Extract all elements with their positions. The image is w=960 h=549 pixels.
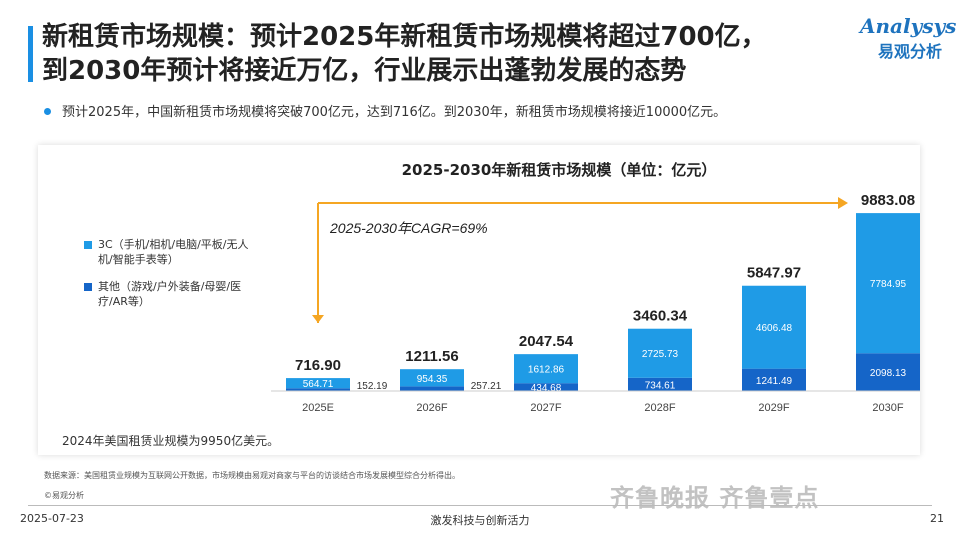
value-label-other-2027F: 434.68: [531, 383, 562, 394]
subtitle-text: 预计2025年，中国新租赁市场规模将突破700亿元，达到716亿。到2030年，…: [62, 105, 727, 120]
total-label-2029F: 5847.97: [747, 265, 801, 282]
x-tick-label-2029F: 2029F: [758, 402, 789, 414]
total-label-2026F: 1211.56: [405, 348, 458, 365]
bar-other-2030F: [856, 353, 920, 391]
logo-cn: 易观分析: [878, 42, 943, 61]
bar-other-2026F: [400, 386, 464, 391]
cagr-arrow-head-down: [312, 315, 324, 323]
value-label-3c-2025E: 564.71: [303, 379, 334, 390]
bar-other-2027F: [514, 383, 578, 391]
chart-svg: 716.90 564.71 152.19 2025E 1211.56 954.35 257.…: [271, 192, 920, 414]
footer-slogan: 激发科技与创新活力: [430, 514, 530, 527]
legend-label-other: 其他（游戏/户外装备/母婴/医疗/AR等）: [98, 280, 242, 308]
chart-panel: 716.90 564.71 152.19 2025E 1211.56 954.35 257.…: [38, 145, 920, 455]
bar-3c-2027F: [514, 354, 578, 384]
bar-other-2029F: [742, 368, 806, 391]
legend-label-3c: 3C（手机/相机/电脑/平板/无人机/智能手表等）: [98, 238, 249, 266]
value-label-3c-2028F: 2725.73: [642, 349, 679, 360]
footer-date: 2025-07-23: [20, 512, 84, 525]
footer-divider: [28, 505, 932, 506]
x-tick-label-2026F: 2026F: [416, 402, 447, 414]
chart-title: 2025-2030年新租赁市场规模（单位：亿元）: [401, 161, 717, 179]
legend-swatch-other: [84, 283, 92, 291]
page-title-line1: 新租赁市场规模：预计2025年新租赁市场规模将超过700亿，: [42, 22, 767, 52]
bar-3c-2028F: [628, 328, 692, 378]
legend-item-other: 其他（游戏/户外装备/母婴/医疗/AR等）: [84, 279, 254, 309]
bar-3c-2025E: [286, 378, 350, 389]
legend-swatch-3c: [84, 241, 92, 249]
value-label-3c-2029F: 4606.48: [756, 323, 793, 334]
bar-other-2025E: [286, 388, 350, 391]
value-label-3c-2030F: 7784.95: [870, 279, 907, 290]
page-title-line2: 到2030年预计将接近万亿，行业展示出蓬勃发展的态势: [42, 56, 687, 86]
total-label-2027F: 2047.54: [519, 333, 574, 350]
x-tick-label-2027F: 2027F: [530, 402, 561, 414]
cagr-arrow-head-right: [838, 197, 848, 209]
x-tick-label-2025E: 2025E: [302, 402, 334, 414]
source-logo: ©易观分析: [44, 491, 84, 500]
chart-footnote: 2024年美国租赁业规模为9950亿美元。: [62, 434, 280, 448]
value-label-3c-2027F: 1612.86: [528, 365, 565, 376]
data-source: 数据来源：美国租赁业规模为互联网公开数据，市场规模由易观对商家与平台的访谈结合市…: [44, 471, 460, 480]
value-label-other-2026F: 257.21: [471, 381, 502, 392]
total-label-2030F: 9883.08: [861, 192, 915, 209]
page-number: 21: [930, 512, 944, 525]
legend-item-3c: 3C（手机/相机/电脑/平板/无人机/智能手表等）: [84, 237, 254, 267]
chart-legend: 3C（手机/相机/电脑/平板/无人机/智能手表等） 其他（游戏/户外装备/母婴/…: [84, 237, 254, 321]
title-accent-bar: [28, 26, 33, 82]
total-label-2025E: 716.90: [295, 357, 341, 374]
value-label-other-2029F: 1241.49: [756, 376, 793, 387]
total-label-2028F: 3460.34: [633, 308, 688, 325]
x-tick-label-2030F: 2030F: [872, 402, 903, 414]
analysys-logo: Analysys 易观分析: [852, 14, 956, 64]
value-label-other-2030F: 2098.13: [870, 368, 907, 379]
x-tick-label-2028F: 2028F: [644, 402, 675, 414]
value-label-other-2028F: 734.61: [645, 380, 676, 391]
bar-3c-2030F: [856, 213, 920, 354]
bar-3c-2029F: [742, 285, 806, 369]
watermark: 齐鲁晚报 齐鲁壹点: [610, 483, 820, 512]
bar-other-2028F: [628, 377, 692, 391]
value-label-other-2025E: 152.19: [357, 381, 388, 392]
value-label-3c-2026F: 954.35: [417, 374, 448, 385]
page-title: 新租赁市场规模：预计2025年新租赁市场规模将超过700亿， 到2030年预计将…: [42, 20, 767, 88]
logo-en: Analysys: [860, 14, 957, 38]
cagr-annotation: 2025-2030年CAGR=69%: [329, 220, 488, 236]
bar-3c-2026F: [400, 369, 464, 387]
bullet-dot: [44, 108, 51, 115]
